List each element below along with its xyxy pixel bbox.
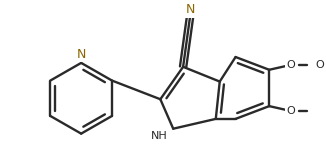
Text: N: N — [185, 3, 195, 16]
Text: O: O — [287, 60, 295, 70]
Text: O: O — [287, 60, 295, 70]
Text: O: O — [287, 106, 295, 116]
Text: O: O — [316, 60, 324, 70]
Text: O: O — [287, 106, 295, 116]
Text: NH: NH — [151, 131, 167, 141]
Text: N: N — [77, 48, 86, 61]
